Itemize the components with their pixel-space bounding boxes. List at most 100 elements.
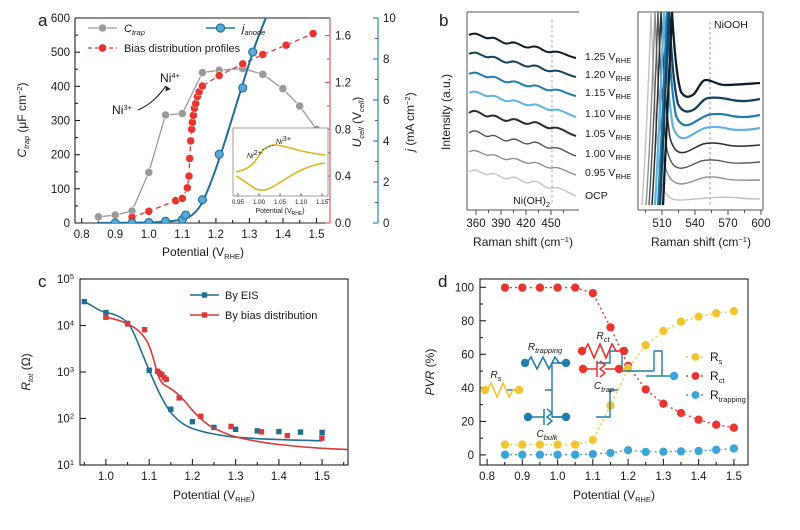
circuit-rct-symbol-d [583, 341, 622, 361]
svg-text:100: 100 [455, 282, 474, 294]
xticks-b2 [645, 210, 762, 215]
circuit-label-cbulk-d: Cbulk [537, 429, 559, 442]
trace-right-1.25 [661, 12, 761, 206]
panel-b: b [430, 0, 800, 265]
plot-area-d [500, 282, 739, 460]
svg-text:600: 600 [51, 13, 70, 25]
xticks-c [83, 459, 345, 465]
plot-frame-d [479, 278, 749, 466]
legend-marker-bias [98, 43, 107, 53]
markers-ctrap-a [94, 64, 321, 222]
svg-text:40: 40 [461, 383, 474, 395]
svg-text:8: 8 [383, 54, 389, 66]
svg-text:450: 450 [541, 218, 560, 230]
label-nioh2-b: Ni(OH)2 [513, 195, 550, 209]
circuit-label-rs-d: Rs [491, 370, 502, 383]
svg-text:0.4: 0.4 [335, 171, 352, 183]
svg-text:60: 60 [461, 349, 474, 361]
plot-area-a [94, 18, 321, 223]
legend-c: By EIS By bias distribution [190, 290, 317, 322]
svg-text:20: 20 [461, 416, 474, 428]
circuit-ctrap-node-left-d [578, 364, 588, 374]
legend-label-rtrapping-d: Rtrapping [710, 388, 746, 404]
trace-left-1.10 [468, 90, 577, 118]
svg-text:1.5: 1.5 [309, 229, 325, 241]
circuit-cbulk-symbol-d [531, 408, 563, 426]
plot-frame-c [79, 278, 349, 466]
ylabel-j-a: j (mA cm−2) [403, 92, 417, 153]
svg-text:1.4: 1.4 [271, 471, 288, 483]
legend-label-eis-c: By EIS [225, 290, 259, 302]
trace-label-2: 1.15 VRHE [585, 87, 631, 101]
panel-a-svg: a 0 100 200 300 [15, 11, 417, 261]
trace-label-5: 1.00 VRHE [585, 148, 631, 162]
trace-left-1.25 [468, 32, 577, 59]
yticklabel-c-3: 104 [57, 319, 74, 333]
circuit-rs-symbol-d [486, 380, 517, 400]
svg-text:1.1: 1.1 [141, 471, 157, 483]
yticklabels-j-a: 0 2 4 6 8 10 [383, 13, 396, 230]
svg-text:1.6: 1.6 [335, 31, 351, 43]
yticklabels-ucell-a: 0.0 0.4 0.8 1.2 1.6 [335, 31, 352, 230]
legend-marker-rct-d [691, 371, 700, 381]
circuit-rs-node-left-d [480, 385, 490, 395]
annotation-arrowhead-a [165, 86, 171, 92]
trace-left-0.95 [468, 149, 577, 176]
panel-d-svg: d 0 20 40 60 80 100 [423, 272, 749, 504]
trace-label-3: 1.10 VRHE [585, 108, 631, 122]
svg-text:0: 0 [64, 218, 70, 230]
svg-text:570: 570 [718, 218, 737, 230]
svg-text:1.0: 1.0 [550, 471, 566, 483]
xticklabels-c: 1.0 1.1 1.2 1.3 1.4 1.5 [98, 471, 330, 483]
panel-d: d 0 20 40 60 80 100 [400, 265, 800, 530]
yticks-c [80, 278, 86, 466]
svg-text:1.5: 1.5 [726, 471, 742, 483]
circuit-rct-node-right-d [619, 346, 629, 356]
xticks-b1 [475, 210, 564, 215]
svg-text:1.5: 1.5 [314, 471, 330, 483]
svg-text:0.8: 0.8 [74, 229, 90, 241]
svg-text:1.3: 1.3 [241, 229, 257, 241]
svg-text:1.2: 1.2 [184, 471, 200, 483]
circuit-rtrapping-node-right-d [561, 358, 571, 368]
series-rs-d [505, 310, 734, 446]
svg-text:1.2: 1.2 [620, 471, 636, 483]
legend-marker-ctrap [98, 23, 107, 33]
legend-d: Rs Rct Rtrapping [686, 350, 746, 404]
yticks-d [480, 286, 486, 456]
svg-text:1.1: 1.1 [585, 471, 601, 483]
markers-bias-c [103, 314, 325, 441]
svg-text:400: 400 [51, 81, 70, 93]
svg-text:0.0: 0.0 [335, 218, 351, 230]
ylabel-left-a: Ctrap (μF cm−2) [15, 82, 31, 157]
xlabel-c: Potential (VRHE) [173, 488, 255, 504]
ylabel-b: Intensity (a.u.) [439, 74, 453, 150]
svg-text:1.0: 1.0 [141, 229, 157, 241]
xticklabels-a: 0.8 0.9 1.0 1.1 1.2 1.3 1.4 1.5 [74, 229, 325, 241]
panel-a: a 0 100 200 300 [0, 0, 430, 265]
svg-text:600: 600 [751, 218, 770, 230]
inset-annotation-ni3-a: Ni3+ [276, 134, 292, 146]
legend-label-ctrap: Ctrap [124, 23, 145, 37]
yticklabel-c-4: 105 [57, 272, 74, 286]
svg-text:100: 100 [51, 184, 70, 196]
legend-label-bias: Bias distribution profiles [124, 43, 241, 55]
circuit-output-node-d [669, 371, 679, 381]
circuit-rtrapping-node-left-d [520, 358, 530, 368]
legend-marker-rs-d [691, 352, 700, 362]
circuit-rtrapping-symbol-d [526, 355, 564, 371]
svg-text:500: 500 [51, 47, 70, 59]
xticklabels-d: 0.8 0.9 1.0 1.1 1.2 1.3 1.4 1.5 [479, 471, 742, 483]
svg-text:200: 200 [51, 150, 70, 162]
svg-text:0.95: 0.95 [232, 199, 245, 206]
svg-text:1.4: 1.4 [691, 471, 708, 483]
svg-text:300: 300 [51, 116, 70, 128]
svg-text:1.4: 1.4 [275, 229, 292, 241]
xlabel-b2: Raman shift (cm−1) [651, 235, 751, 249]
circuit-cbulk-node-left-d [523, 412, 533, 422]
inset-curve-lower-a [235, 162, 326, 191]
traces-right-b [641, 12, 761, 206]
svg-text:1.05: 1.05 [274, 199, 287, 206]
ylabel-c: Rtot (Ω) [19, 353, 35, 390]
legend-label-rs-d: Rs [710, 350, 723, 366]
